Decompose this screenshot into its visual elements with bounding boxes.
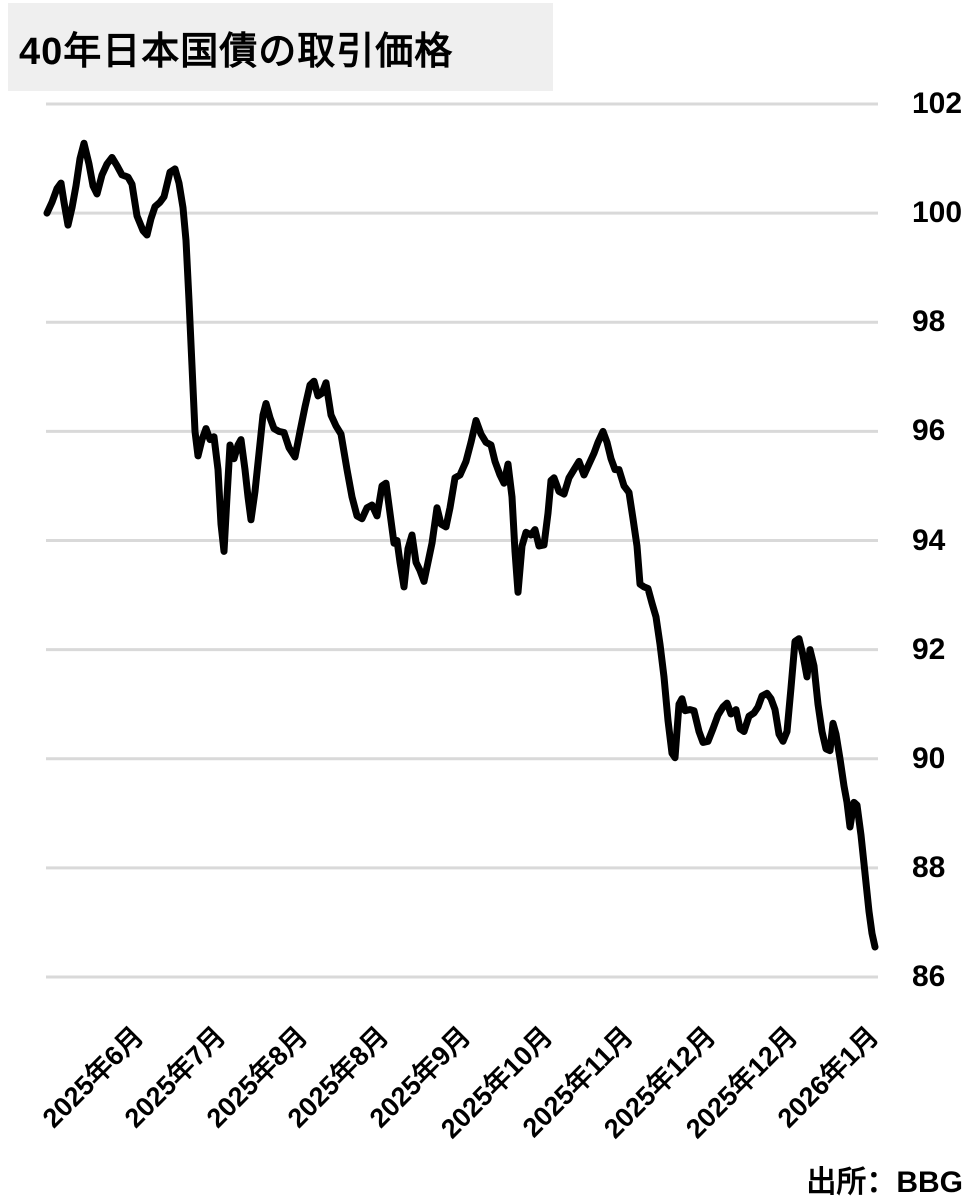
source-credit: 出所：BBG xyxy=(806,1166,963,1199)
y-axis-tick-label: 88 xyxy=(912,850,946,884)
y-axis-tick-label: 92 xyxy=(912,632,946,666)
y-axis-tick-label: 98 xyxy=(912,305,946,339)
y-axis-tick-label: 90 xyxy=(912,741,946,775)
y-axis-tick-label: 96 xyxy=(912,414,946,448)
chart-title: 40年日本国債の取引価格 xyxy=(19,30,454,73)
y-axis-tick-label: 100 xyxy=(912,196,963,230)
y-axis-tick-label: 102 xyxy=(912,87,963,120)
title-box: 40年日本国債の取引価格 xyxy=(8,3,553,91)
y-axis-tick-label: 94 xyxy=(912,523,946,557)
price-line-series xyxy=(43,139,879,951)
y-axis-tick-label: 86 xyxy=(912,960,946,993)
